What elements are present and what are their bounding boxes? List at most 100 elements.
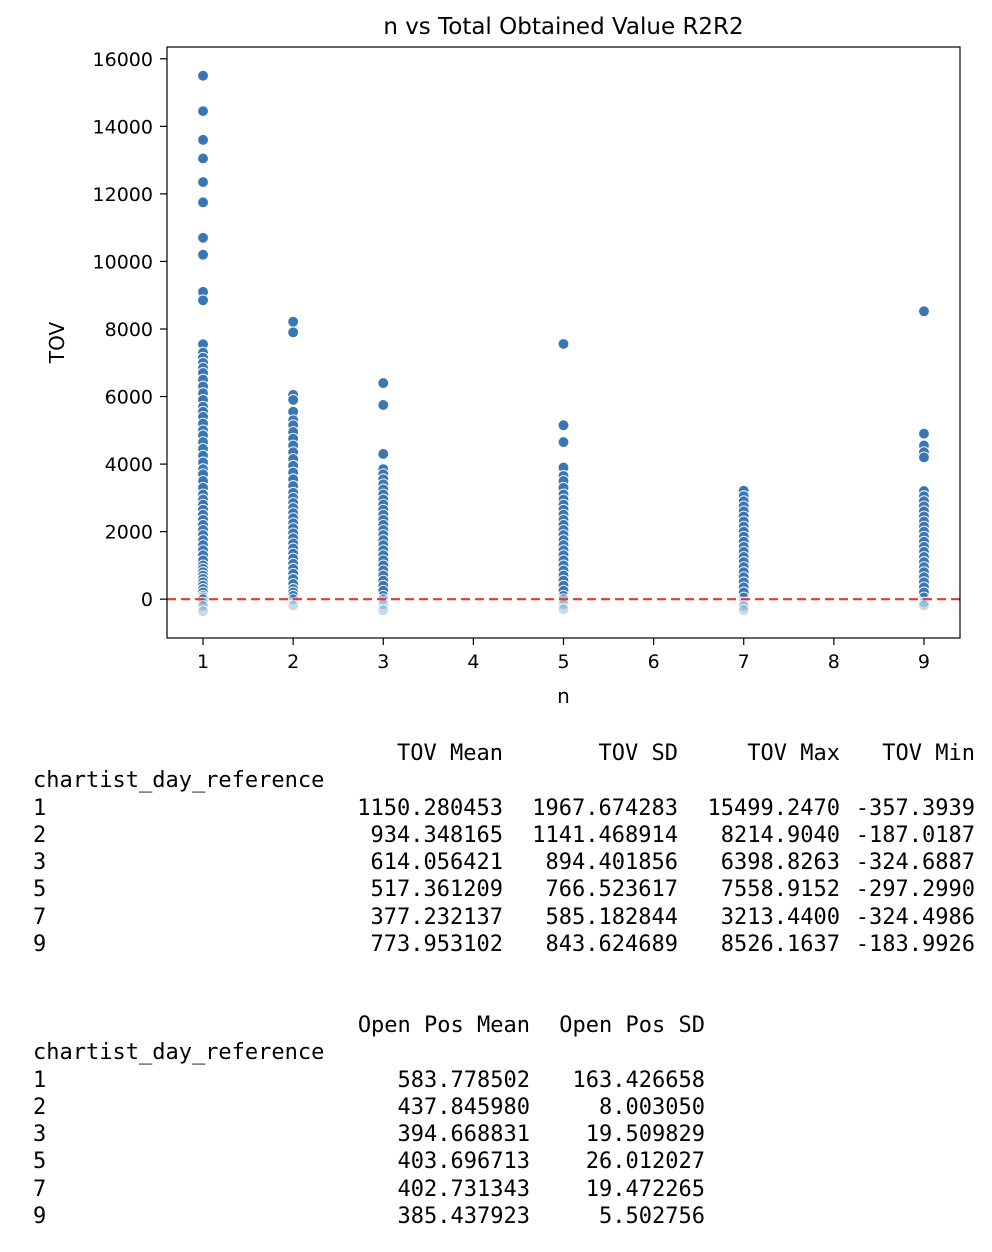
data-point — [377, 604, 390, 616]
table-row: 7 377.232137 585.182844 3213.4400 -324.4986 — [0, 904, 992, 931]
tov-stats-table: TOV Mean TOV SD TOV Max TOV Min chartist_day… — [0, 740, 992, 958]
data-point — [918, 599, 930, 612]
y-axis-label: TOV — [45, 322, 69, 365]
row-index: 7 — [33, 1176, 47, 1202]
data-point — [197, 294, 209, 307]
row-index: 5 — [33, 877, 47, 903]
table-cell: 1150.280453 — [357, 795, 503, 821]
data-point — [377, 399, 390, 411]
y-tick-label: 4000 — [105, 454, 153, 476]
row-index: 1 — [33, 1067, 47, 1093]
row-index: 7 — [33, 904, 47, 930]
index-name: chartist_day_reference — [33, 768, 325, 794]
table-cell: 766.523617 — [545, 877, 678, 903]
y-tick-label: 6000 — [105, 387, 153, 409]
table-cell: 5.502756 — [599, 1204, 705, 1230]
y-tick-label: 10000 — [93, 251, 153, 273]
table-cell: -187.0187 — [855, 822, 975, 848]
table-row: 2 934.348165 1141.468914 8214.9040 -187.0187 — [0, 822, 992, 849]
table-cell: 583.778502 — [397, 1067, 530, 1093]
table-cell: 19.472265 — [585, 1176, 705, 1202]
table-cell: 402.731343 — [397, 1176, 530, 1202]
table-cell: 8214.9040 — [720, 822, 840, 848]
table-cell: 843.624689 — [545, 932, 678, 958]
table-row: 1 583.778502 163.426658 — [0, 1067, 992, 1094]
data-point — [197, 248, 209, 261]
data-point — [287, 315, 300, 328]
data-point — [737, 604, 750, 616]
y-tick-label: 12000 — [93, 184, 153, 206]
data-point — [557, 419, 570, 432]
table-cell: 6398.8263 — [720, 850, 840, 876]
row-index: 3 — [33, 1122, 47, 1148]
table-row: 5 403.696713 26.012027 — [0, 1148, 992, 1175]
x-tick-label: 4 — [467, 651, 479, 673]
table-header-row: TOV Mean TOV SD TOV Max TOV Min — [0, 740, 992, 767]
data-point — [197, 152, 209, 165]
column-header: TOV Max — [747, 741, 840, 766]
table-row: 3 394.668831 19.509829 — [0, 1121, 992, 1148]
data-point — [557, 436, 570, 448]
table-cell: 26.012027 — [585, 1149, 705, 1175]
x-tick-label: 2 — [287, 651, 299, 673]
data-point — [197, 605, 209, 618]
table-row: 9 385.437923 5.502756 — [0, 1203, 992, 1230]
data-point — [197, 196, 209, 209]
data-point — [737, 600, 750, 612]
data-point — [557, 603, 570, 616]
table-cell: 394.668831 — [397, 1122, 530, 1148]
table-cell: 163.426658 — [572, 1067, 705, 1093]
table-cell: 1141.468914 — [532, 822, 678, 848]
table-cell: -324.6887 — [855, 850, 975, 876]
y-tick-label: 2000 — [105, 522, 153, 544]
x-tick-label: 9 — [918, 651, 930, 673]
index-name-row: chartist_day_reference — [0, 1039, 992, 1066]
table-cell: 614.056421 — [370, 850, 503, 876]
x-tick-label: 8 — [828, 651, 840, 673]
table-cell: 15499.2470 — [707, 795, 840, 821]
table-row: 2 437.845980 8.003050 — [0, 1094, 992, 1121]
column-header: TOV Min — [882, 741, 975, 766]
data-point — [197, 134, 209, 146]
row-index: 2 — [33, 822, 47, 848]
table-cell: -357.3939 — [855, 795, 975, 821]
x-tick-label: 6 — [648, 651, 660, 673]
x-tick-label: 3 — [377, 651, 389, 673]
table-cell: 8.003050 — [599, 1094, 705, 1120]
table-row: 9 773.953102 843.624689 8526.1637 -183.9926 — [0, 931, 992, 958]
column-header: TOV SD — [598, 741, 678, 766]
open-pos-stats-table: Open Pos Mean Open Pos SD chartist_day_ref… — [0, 1012, 992, 1230]
y-tick-label: 8000 — [105, 319, 153, 341]
data-point — [287, 394, 300, 406]
data-point — [197, 176, 209, 188]
table-cell: 8526.1637 — [720, 932, 840, 958]
table-row: 5 517.361209 766.523617 7558.9152 -297.2990 — [0, 876, 992, 903]
x-tick-label: 1 — [197, 651, 209, 673]
data-point — [377, 448, 390, 460]
table-cell: 3213.4400 — [720, 904, 840, 930]
x-tick-label: 5 — [557, 651, 569, 673]
data-point — [197, 231, 209, 244]
table-cell: 377.232137 — [370, 904, 503, 930]
table-cell: 517.361209 — [370, 877, 503, 903]
y-tick-label: 14000 — [93, 116, 153, 138]
table-row: 7 402.731343 19.472265 — [0, 1176, 992, 1203]
table-cell: 934.348165 — [370, 822, 503, 848]
column-header: Open Pos Mean — [357, 1013, 530, 1038]
row-index: 9 — [33, 932, 47, 958]
data-point — [377, 377, 390, 389]
y-tick-label: 0 — [141, 589, 153, 611]
data-point — [197, 69, 209, 82]
table-cell: -183.9926 — [855, 932, 975, 958]
table-cell: -297.2990 — [855, 877, 975, 903]
table-cell: 585.182844 — [545, 904, 678, 930]
table-cell: 7558.9152 — [720, 877, 840, 903]
row-index: 1 — [33, 795, 47, 821]
table-cell: -324.4986 — [855, 904, 975, 930]
table-cell: 385.437923 — [397, 1204, 530, 1230]
x-tick-label: 7 — [738, 651, 750, 673]
table-cell: 437.845980 — [397, 1094, 530, 1120]
table-cell: 1967.674283 — [532, 795, 678, 821]
table-header-row: Open Pos Mean Open Pos SD — [0, 1012, 992, 1039]
column-header: Open Pos SD — [559, 1013, 705, 1038]
